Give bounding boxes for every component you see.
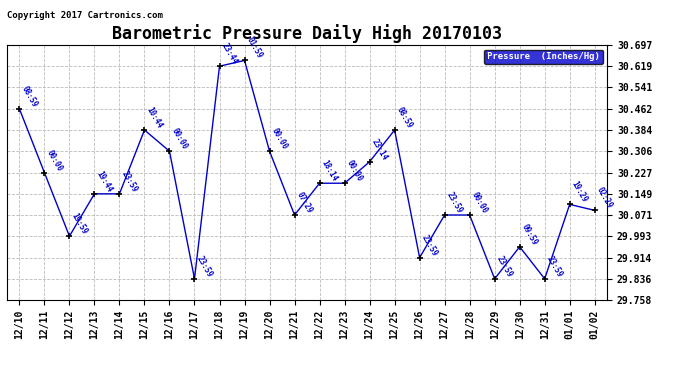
- Text: Copyright 2017 Cartronics.com: Copyright 2017 Cartronics.com: [7, 11, 163, 20]
- Text: 02:29: 02:29: [595, 186, 614, 210]
- Text: 18:14: 18:14: [319, 159, 339, 183]
- Text: 23:59: 23:59: [195, 254, 214, 279]
- Text: 19:44: 19:44: [95, 169, 114, 194]
- Legend: Pressure  (Inches/Hg): Pressure (Inches/Hg): [484, 50, 602, 64]
- Text: 00:00: 00:00: [44, 148, 63, 172]
- Text: 00:00: 00:00: [270, 127, 289, 151]
- Text: 23:14: 23:14: [370, 137, 389, 162]
- Text: 00:00: 00:00: [470, 190, 489, 215]
- Text: 00:00: 00:00: [344, 159, 364, 183]
- Text: 09:59: 09:59: [520, 222, 539, 247]
- Text: 23:59: 23:59: [420, 233, 439, 258]
- Text: 23:59: 23:59: [495, 254, 514, 279]
- Text: 08:59: 08:59: [19, 84, 39, 109]
- Text: 23:59: 23:59: [119, 169, 139, 194]
- Text: 23:59: 23:59: [444, 190, 464, 215]
- Text: 01:59: 01:59: [244, 36, 264, 60]
- Title: Barometric Pressure Daily High 20170103: Barometric Pressure Daily High 20170103: [112, 24, 502, 44]
- Text: 23:44: 23:44: [219, 42, 239, 66]
- Text: 08:59: 08:59: [395, 105, 414, 130]
- Text: 00:00: 00:00: [170, 127, 189, 151]
- Text: 19:29: 19:29: [570, 180, 589, 204]
- Text: 10:44: 10:44: [144, 105, 164, 130]
- Text: 19:59: 19:59: [70, 211, 89, 236]
- Text: 23:59: 23:59: [544, 254, 564, 279]
- Text: 07:29: 07:29: [295, 190, 314, 215]
